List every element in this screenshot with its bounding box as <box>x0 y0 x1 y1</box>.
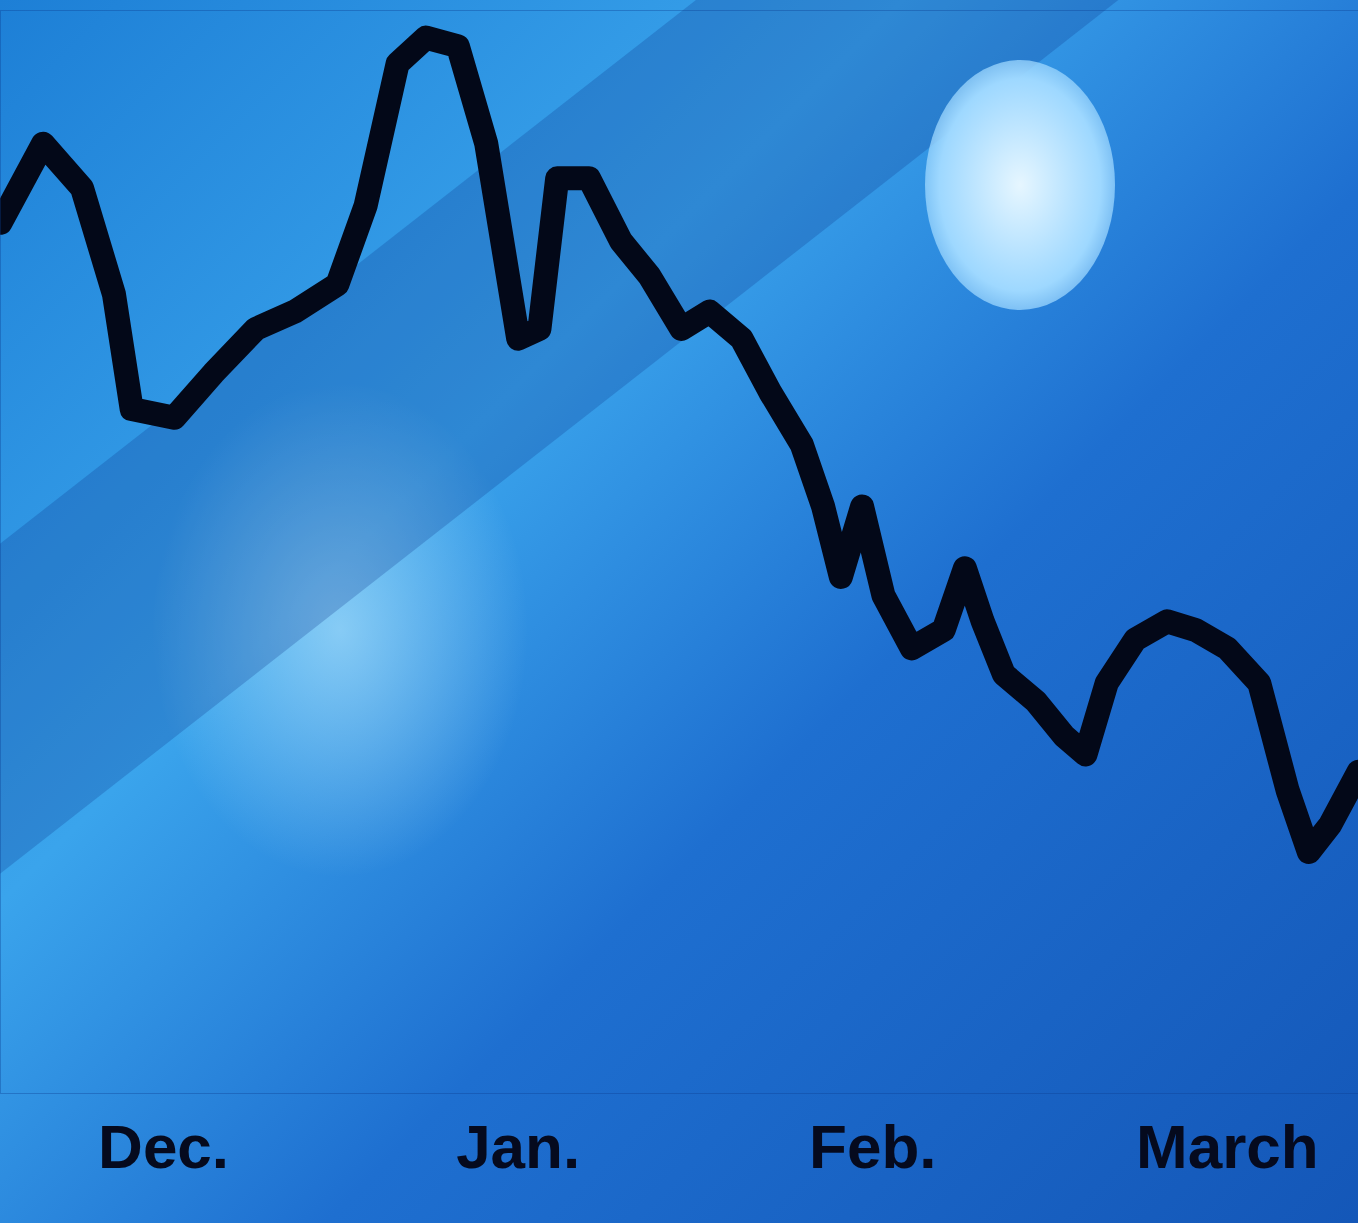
svg-text:Dec.: Dec. <box>98 1112 229 1181</box>
svg-text:Jan.: Jan. <box>456 1112 580 1181</box>
svg-text:March: March <box>1136 1112 1319 1181</box>
svg-text:Feb.: Feb. <box>809 1112 936 1181</box>
